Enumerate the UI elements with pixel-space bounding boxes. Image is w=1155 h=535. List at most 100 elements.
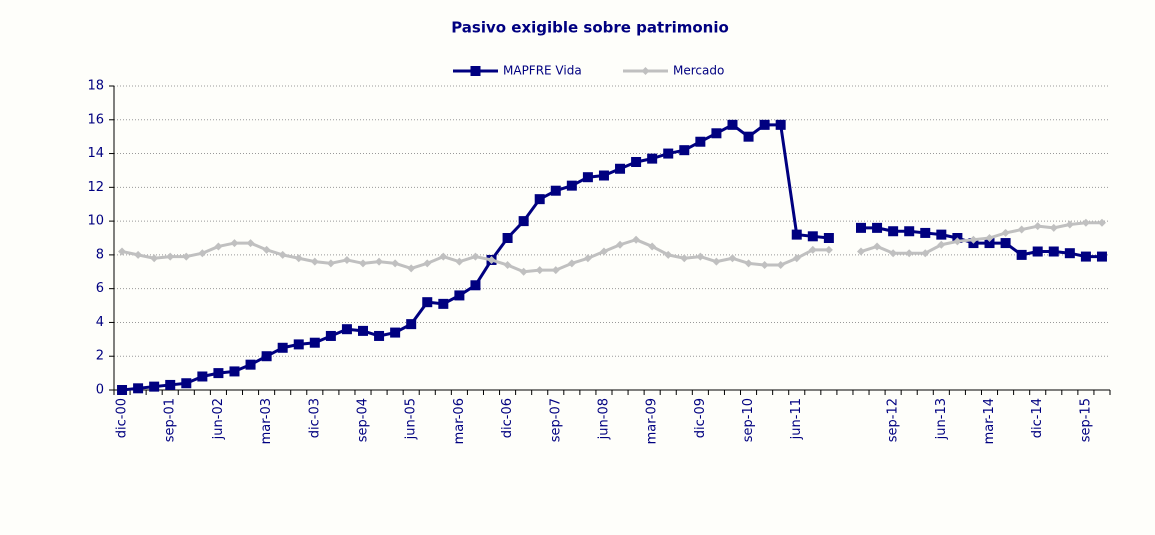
marker	[583, 254, 592, 263]
marker	[406, 319, 417, 330]
marker	[759, 119, 770, 130]
marker	[326, 259, 335, 268]
marker	[598, 170, 609, 181]
marker	[197, 371, 208, 382]
marker	[550, 185, 561, 196]
marker	[582, 172, 593, 183]
x-tick-label: dic-00	[115, 398, 130, 438]
marker	[808, 245, 817, 254]
marker	[198, 249, 207, 258]
marker	[278, 250, 287, 259]
marker	[889, 249, 898, 258]
marker	[455, 257, 464, 266]
x-tick-label: sep-10	[741, 398, 756, 442]
marker	[857, 247, 865, 256]
marker	[277, 342, 288, 353]
chart-title: Pasivo exigible sobre patrimonio	[451, 19, 729, 37]
y-tick-label: 0	[96, 383, 104, 398]
marker	[1017, 225, 1026, 234]
y-tick-label: 10	[87, 214, 104, 229]
marker	[551, 266, 560, 275]
marker	[181, 378, 192, 389]
marker	[648, 242, 657, 251]
marker	[664, 250, 673, 259]
marker	[149, 381, 160, 392]
marker	[470, 280, 481, 291]
marker	[423, 259, 432, 268]
y-tick-label: 8	[96, 247, 104, 262]
marker	[229, 366, 240, 377]
marker	[807, 231, 818, 242]
marker	[775, 119, 786, 130]
x-tick-label: jun-08	[596, 398, 611, 440]
marker	[117, 385, 128, 395]
marker	[727, 119, 738, 130]
y-tick-label: 14	[87, 146, 104, 161]
marker	[535, 266, 544, 275]
marker	[309, 337, 320, 348]
marker	[519, 267, 528, 276]
x-tick-label: dic-03	[307, 398, 322, 438]
x-tick-label: jun-13	[934, 398, 949, 440]
marker	[454, 290, 465, 301]
marker	[1033, 222, 1042, 231]
marker	[711, 128, 722, 139]
marker	[294, 254, 303, 263]
marker	[358, 325, 368, 336]
x-tick-label: mar-09	[645, 398, 660, 444]
marker	[776, 261, 785, 270]
x-tick-label: jun-11	[789, 398, 804, 440]
marker	[165, 379, 176, 390]
marker	[391, 259, 400, 268]
marker	[566, 180, 577, 191]
y-tick-label: 6	[96, 281, 104, 296]
x-tick-label: sep-01	[163, 398, 178, 442]
marker	[616, 240, 625, 249]
x-tick-label: jun-05	[404, 398, 419, 440]
x-tick-label: sep-15	[1078, 398, 1093, 442]
marker	[134, 250, 143, 259]
marker	[647, 153, 658, 164]
marker	[1097, 218, 1106, 227]
marker	[823, 233, 834, 243]
marker	[680, 254, 689, 263]
marker	[641, 67, 650, 75]
marker	[632, 235, 641, 244]
marker	[1080, 251, 1091, 262]
marker	[1032, 246, 1043, 257]
marker	[502, 233, 513, 243]
marker	[936, 229, 947, 240]
marker	[953, 237, 962, 246]
y-tick-label: 2	[96, 349, 104, 364]
x-tick-label: mar-14	[982, 398, 997, 444]
marker	[920, 227, 931, 238]
x-tick-label: dic-14	[1030, 398, 1045, 438]
marker	[937, 240, 946, 249]
marker	[904, 226, 915, 237]
marker	[696, 252, 705, 261]
x-tick-label: dic-06	[500, 398, 515, 438]
marker	[1000, 238, 1011, 249]
x-tick-label: mar-03	[259, 398, 274, 444]
marker	[341, 324, 352, 335]
x-tick-label: jun-02	[211, 398, 226, 440]
marker	[984, 238, 995, 249]
marker	[471, 252, 480, 261]
y-tick-label: 18	[87, 79, 104, 94]
marker	[1048, 246, 1059, 257]
marker	[873, 242, 882, 251]
marker	[985, 234, 994, 242]
marker	[518, 216, 529, 227]
marker	[230, 239, 239, 248]
marker	[712, 257, 721, 266]
marker	[599, 247, 608, 256]
marker	[1096, 251, 1107, 262]
marker	[503, 261, 512, 270]
marker	[791, 229, 802, 240]
marker	[246, 239, 255, 248]
x-tick-label: dic-09	[693, 398, 708, 438]
marker	[631, 157, 642, 167]
marker	[182, 252, 191, 261]
marker	[728, 254, 737, 263]
